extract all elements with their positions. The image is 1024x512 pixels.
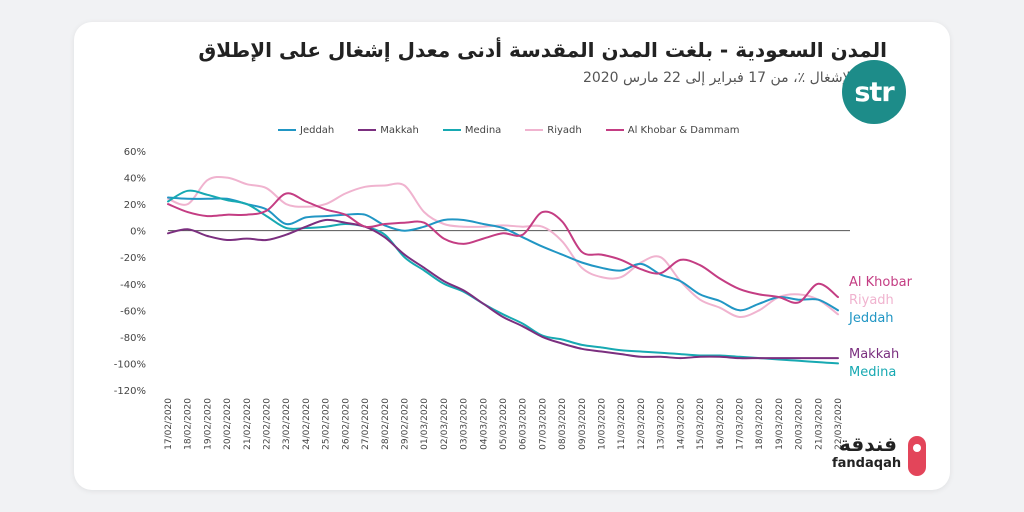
legend-label: Makkah bbox=[380, 124, 419, 136]
y-tick-label: -120% bbox=[114, 386, 146, 397]
x-tick-label: 28/02/2020 bbox=[381, 398, 391, 450]
x-tick-label: 03/03/2020 bbox=[460, 398, 470, 450]
x-tick-label: 07/03/2020 bbox=[538, 398, 548, 450]
legend-item: Medina bbox=[442, 124, 502, 136]
x-tick-label: 16/03/2020 bbox=[716, 398, 726, 450]
legend-swatch bbox=[442, 129, 461, 131]
legend-label: Al Khobar & Dammam bbox=[627, 124, 740, 136]
y-tick-label: 60% bbox=[124, 147, 146, 158]
chart-card bbox=[74, 22, 950, 490]
x-tick-label: 06/03/2020 bbox=[519, 398, 529, 450]
x-tick-label: 04/03/2020 bbox=[479, 398, 489, 450]
x-tick-label: 20/02/2020 bbox=[223, 398, 233, 450]
x-tick-label: 25/02/2020 bbox=[322, 398, 332, 450]
series-line-al-khobar-dammam bbox=[167, 192, 839, 304]
x-tick-label: 19/03/2020 bbox=[775, 398, 785, 450]
x-tick-label: 24/02/2020 bbox=[302, 398, 312, 450]
legend-item: Makkah bbox=[358, 125, 419, 136]
y-tick-label: -60% bbox=[120, 306, 146, 317]
series-line-jeddah bbox=[167, 196, 839, 312]
x-tick-label: 08/03/2020 bbox=[558, 398, 568, 450]
x-tick-label: 26/02/2020 bbox=[341, 398, 351, 450]
legend-swatch bbox=[278, 129, 296, 131]
x-tick-label: 02/03/2020 bbox=[440, 398, 450, 450]
end-label: Riyadh bbox=[849, 293, 894, 308]
x-tick-label: 22/02/2020 bbox=[263, 398, 273, 450]
x-tick-label: 21/02/2020 bbox=[243, 398, 253, 450]
x-tick-label: 05/03/2020 bbox=[499, 398, 509, 450]
x-tick-label: 10/03/2020 bbox=[598, 398, 608, 450]
y-tick-label: -80% bbox=[120, 333, 146, 344]
legend-item: Jeddah bbox=[278, 125, 334, 136]
str-logo-text: str bbox=[854, 76, 894, 108]
x-tick-label: 27/02/2020 bbox=[361, 398, 371, 450]
chart-title: المدن السعودية - بلغت المدن المقدسة أدنى… bbox=[198, 38, 887, 62]
end-label: Al Khobar bbox=[849, 275, 913, 290]
x-tick-label: 19/02/2020 bbox=[203, 398, 213, 450]
x-tick-label: 18/03/2020 bbox=[755, 398, 765, 450]
legend-label: Jeddah bbox=[300, 124, 335, 136]
x-tick-label: 15/03/2020 bbox=[696, 398, 706, 450]
y-tick-label: 40% bbox=[124, 174, 146, 185]
y-tick-label: 0% bbox=[130, 227, 146, 238]
x-tick-label: 20/03/2020 bbox=[795, 398, 805, 450]
x-tick-label: 22/03/2020 bbox=[834, 398, 844, 450]
series-line-makkah bbox=[167, 218, 839, 360]
y-tick-label: -100% bbox=[114, 359, 146, 370]
x-tick-label: 18/02/2020 bbox=[184, 398, 194, 450]
end-label: Makkah bbox=[849, 347, 899, 362]
fandaqah-english-text: fandaqah bbox=[832, 456, 902, 471]
x-tick-label: 23/02/2020 bbox=[282, 398, 292, 450]
chart-subtitle: نسبة الإشغال ٪، من 17 فبراير إلى 22 مارس… bbox=[582, 70, 887, 86]
x-tick-label: 09/03/2020 bbox=[578, 398, 588, 450]
y-tick-label: 20% bbox=[124, 200, 146, 211]
x-tick-label: 12/03/2020 bbox=[637, 398, 647, 450]
fandaqah-arabic-text: فندقة bbox=[838, 432, 898, 456]
str-logo: str bbox=[842, 60, 906, 124]
legend-label: Medina bbox=[464, 124, 502, 136]
end-label: Jeddah bbox=[848, 311, 894, 326]
legend-label: Riyadh bbox=[547, 124, 582, 136]
x-tick-label: 17/02/2020 bbox=[164, 398, 174, 450]
y-tick-label: -40% bbox=[120, 280, 146, 291]
y-tick-label: -20% bbox=[120, 253, 146, 264]
legend-item: Riyadh bbox=[525, 124, 582, 136]
chart-legend: Jeddah Makkah Medina Riyadh Al Khobar & Damm… bbox=[278, 123, 763, 137]
legend-item: Al Khobar & Dammam bbox=[605, 124, 740, 136]
x-tick-label: 14/03/2020 bbox=[676, 398, 686, 450]
fandaqah-pin-icon bbox=[908, 436, 926, 476]
x-tick-label: 21/03/2020 bbox=[814, 398, 824, 450]
x-tick-label: 11/03/2020 bbox=[617, 398, 627, 450]
fandaqah-logo: فندقة fandaqah bbox=[832, 432, 932, 482]
x-tick-label: 29/02/2020 bbox=[400, 398, 410, 450]
legend-swatch bbox=[605, 129, 624, 131]
legend-swatch bbox=[358, 129, 377, 131]
series-line-riyadh bbox=[167, 175, 839, 319]
x-tick-label: 01/03/2020 bbox=[420, 398, 430, 450]
legend-swatch bbox=[525, 129, 544, 131]
series-line-medina bbox=[167, 189, 839, 365]
end-label: Medina bbox=[849, 365, 896, 380]
x-tick-label: 17/03/2020 bbox=[735, 398, 745, 450]
x-tick-label: 13/03/2020 bbox=[657, 398, 667, 450]
